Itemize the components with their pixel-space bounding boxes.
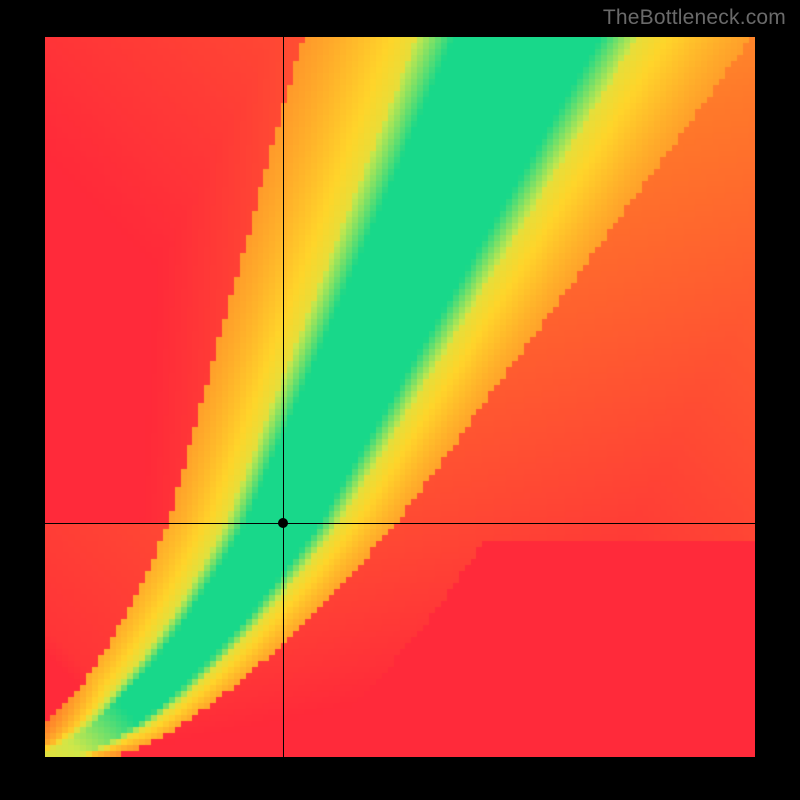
- crosshair-marker: [278, 518, 288, 528]
- heatmap-canvas: [45, 37, 755, 757]
- crosshair-horizontal: [45, 523, 755, 524]
- watermark-text: TheBottleneck.com: [603, 6, 786, 30]
- heatmap-plot: [45, 37, 755, 757]
- crosshair-vertical: [283, 37, 284, 757]
